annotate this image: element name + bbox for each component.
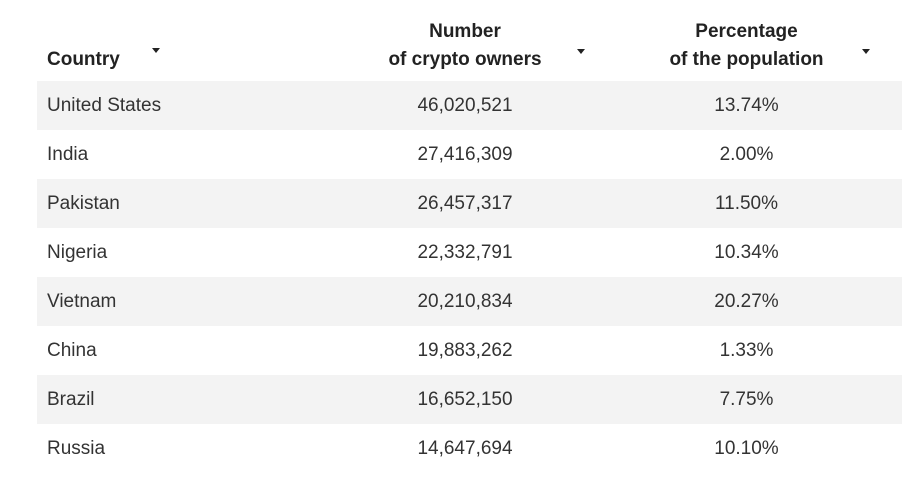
column-header-percentage[interactable]: Percentage of the population <box>591 0 902 81</box>
table-row: Brazil 16,652,150 7.75% <box>37 375 902 424</box>
cell-crypto-owners: 19,883,262 <box>339 326 591 375</box>
cell-crypto-owners: 27,416,309 <box>339 130 591 179</box>
cell-crypto-owners: 20,210,834 <box>339 277 591 326</box>
cell-country: Pakistan <box>37 179 339 228</box>
column-header-country[interactable]: Country <box>37 0 339 81</box>
table-row: China 19,883,262 1.33% <box>37 326 902 375</box>
column-header-owners-line1: Number <box>429 21 501 42</box>
cell-crypto-owners: 14,647,694 <box>339 424 591 473</box>
column-header-owners-label: Number of crypto owners <box>339 18 591 81</box>
header-row: Country Number of crypto owners Percenta… <box>37 0 902 81</box>
table-row: Russia 14,647,694 10.10% <box>37 424 902 473</box>
cell-country: Vietnam <box>37 277 339 326</box>
cell-country: United States <box>37 81 339 130</box>
column-header-percentage-label: Percentage of the population <box>591 18 902 81</box>
table-row: Vietnam 20,210,834 20.27% <box>37 277 902 326</box>
table-body: United States 46,020,521 13.74% India 27,416… <box>37 81 902 473</box>
sort-caret-icon-percentage[interactable] <box>862 49 870 54</box>
sort-caret-icon-country[interactable] <box>152 48 160 53</box>
column-header-percentage-line2: of the population <box>669 49 824 70</box>
table-row: India 27,416,309 2.00% <box>37 130 902 179</box>
cell-country: Russia <box>37 424 339 473</box>
cell-percentage: 10.34% <box>591 228 902 277</box>
cell-percentage: 20.27% <box>591 277 902 326</box>
cell-crypto-owners: 46,020,521 <box>339 81 591 130</box>
cell-percentage: 1.33% <box>591 326 902 375</box>
table-header: Country Number of crypto owners Percenta… <box>37 0 902 81</box>
table-row: United States 46,020,521 13.74% <box>37 81 902 130</box>
column-header-percentage-line1: Percentage <box>695 21 798 42</box>
crypto-owners-table: Country Number of crypto owners Percenta… <box>37 0 902 473</box>
cell-percentage: 2.00% <box>591 130 902 179</box>
table-row: Nigeria 22,332,791 10.34% <box>37 228 902 277</box>
column-header-owners-line2: of crypto owners <box>388 49 542 70</box>
column-header-owners[interactable]: Number of crypto owners <box>339 0 591 81</box>
cell-country: India <box>37 130 339 179</box>
cell-crypto-owners: 26,457,317 <box>339 179 591 228</box>
cell-crypto-owners: 22,332,791 <box>339 228 591 277</box>
crypto-owners-table-container: Country Number of crypto owners Percenta… <box>37 0 902 473</box>
cell-percentage: 7.75% <box>591 375 902 424</box>
sort-caret-icon-owners[interactable] <box>577 49 585 54</box>
cell-country: Brazil <box>37 375 339 424</box>
cell-crypto-owners: 16,652,150 <box>339 375 591 424</box>
cell-percentage: 11.50% <box>591 179 902 228</box>
table-row: Pakistan 26,457,317 11.50% <box>37 179 902 228</box>
cell-percentage: 13.74% <box>591 81 902 130</box>
cell-country: Nigeria <box>37 228 339 277</box>
column-header-country-label: Country <box>47 49 120 70</box>
cell-percentage: 10.10% <box>591 424 902 473</box>
cell-country: China <box>37 326 339 375</box>
